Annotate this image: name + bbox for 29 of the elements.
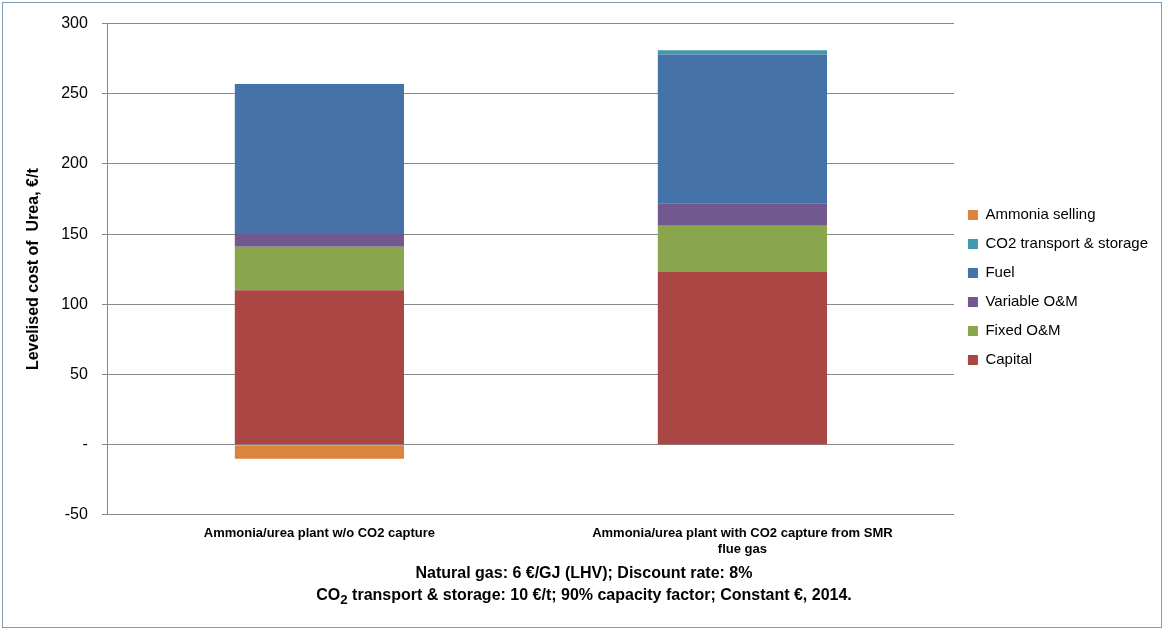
y-tick-label: 200 [61,154,88,172]
bar [657,50,828,55]
bar [657,225,828,273]
y-tick-label: - [82,435,88,453]
y-tick-label: 100 [61,294,88,312]
bar [657,54,828,204]
text: CO$_{2}$ transport & storage: 10 €/t; 90% capacity factor; Constant €, 2014. [315,585,853,610]
bar [234,246,405,291]
bar [234,234,405,247]
bar [234,83,405,235]
y-tick-label: 50 [70,364,88,382]
y-tick-label: 150 [61,224,88,242]
bar [234,445,405,459]
y-tick-label: 250 [61,84,88,102]
x-tick-label: Ammonia/urea plant with CO2 capture from SMR flue gas [592,525,894,556]
legend-label: CO2 transport & storage [985,234,1148,252]
legend-label: Variable O&M [985,292,1078,310]
legend-label: Ammonia selling [985,205,1096,223]
bar [657,272,828,445]
bar [657,203,828,226]
bar [234,290,405,445]
legend-label: Capital [985,350,1033,368]
legend-label: Fixed O&M [985,321,1061,339]
text: Natural gas: 6 €/GJ (LHV); Discount rate: 8% [414,563,754,583]
y-tick-label: -50 [64,505,88,523]
y-tick-label: 300 [61,14,88,32]
x-tick-label: Ammonia/urea plant w/o CO2 capture [203,525,435,541]
legend-label: Fuel [985,263,1015,281]
y-axis-title: Levelised cost of Urea, €/t [24,167,42,371]
